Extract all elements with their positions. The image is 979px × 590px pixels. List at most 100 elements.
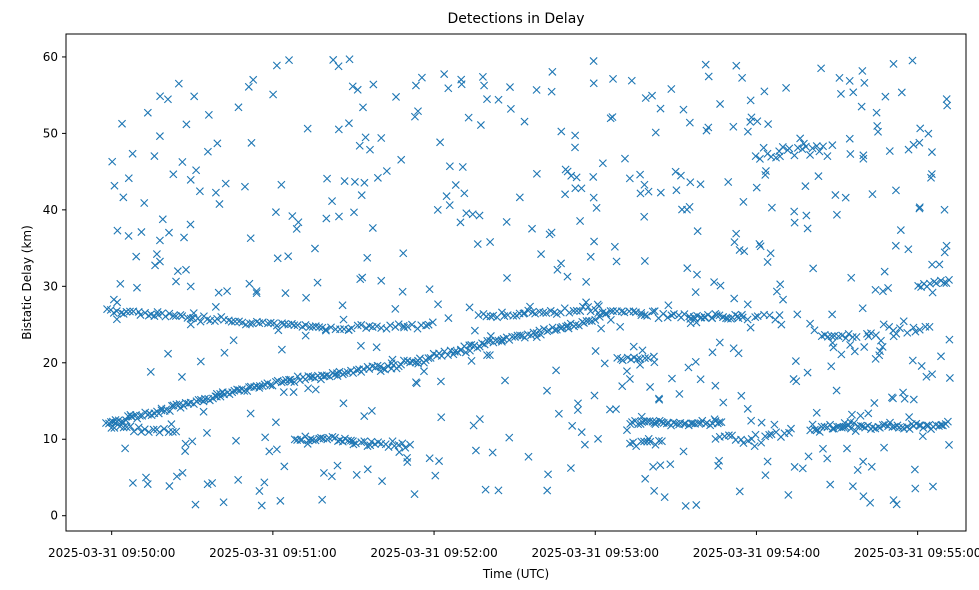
detection-point	[785, 428, 794, 437]
detection-point	[377, 276, 386, 285]
detection-point	[735, 487, 744, 496]
detection-point	[544, 470, 553, 479]
detection-point	[757, 418, 766, 427]
detection-point	[150, 152, 159, 161]
detection-point	[334, 212, 343, 221]
detection-point	[739, 439, 748, 448]
detection-point	[483, 95, 491, 104]
detection-point	[552, 366, 561, 375]
detection-point	[840, 418, 849, 427]
detection-point	[737, 435, 746, 444]
detection-point	[153, 307, 162, 316]
detection-point	[911, 327, 920, 336]
detection-point	[119, 423, 128, 432]
detection-point	[468, 210, 477, 219]
detection-point	[289, 388, 298, 397]
detection-point	[746, 323, 755, 332]
detection-point	[136, 310, 145, 319]
detection-point	[928, 482, 937, 491]
detection-point	[685, 118, 694, 127]
detection-point	[182, 265, 190, 274]
detection-point	[456, 218, 465, 227]
detection-point	[475, 415, 484, 424]
detection-point	[858, 304, 867, 313]
detection-point	[360, 437, 369, 446]
detection-point	[832, 210, 841, 219]
detection-point	[569, 306, 578, 315]
detection-point	[828, 424, 837, 433]
detection-point	[932, 279, 941, 288]
detection-point	[249, 75, 258, 84]
detection-point	[868, 190, 877, 199]
detection-point	[873, 121, 882, 130]
detection-point	[866, 498, 875, 507]
detection-point	[847, 273, 856, 282]
detection-point	[357, 191, 366, 200]
detection-point	[352, 366, 361, 375]
detection-point	[845, 134, 854, 143]
detection-point	[475, 342, 484, 351]
detection-point	[915, 325, 924, 334]
detection-point	[846, 150, 855, 158]
detection-point	[240, 386, 249, 395]
detection-point	[182, 120, 191, 129]
detection-point	[445, 201, 454, 210]
detection-point	[124, 231, 133, 240]
detection-point	[880, 267, 889, 276]
detection-point	[803, 368, 812, 377]
detection-point	[905, 425, 914, 434]
detection-point	[308, 435, 317, 444]
detection-point	[815, 147, 824, 156]
detection-point	[916, 124, 925, 133]
detection-point	[547, 228, 556, 237]
detection-point	[318, 495, 327, 504]
detection-point	[181, 439, 190, 448]
detection-point	[829, 343, 838, 352]
detection-point	[108, 157, 117, 166]
detection-point	[165, 482, 174, 491]
detection-point	[940, 278, 949, 287]
detection-point	[637, 437, 646, 446]
detection-point	[730, 238, 739, 247]
detection-point	[408, 320, 416, 329]
detection-point	[543, 386, 551, 395]
detection-point	[349, 440, 358, 449]
detection-point	[339, 315, 348, 324]
detection-point	[917, 361, 926, 370]
detection-point	[469, 421, 478, 430]
detection-point	[157, 404, 166, 413]
detection-point	[586, 307, 595, 316]
detection-point	[622, 426, 631, 435]
detection-point	[211, 302, 220, 311]
detection-point	[648, 91, 657, 100]
detection-point	[199, 407, 208, 416]
detection-point	[431, 471, 440, 480]
detection-point	[165, 407, 174, 416]
detection-point	[301, 321, 310, 330]
detection-point	[252, 287, 261, 296]
detection-point	[554, 409, 563, 418]
detection-point	[651, 420, 660, 429]
detection-point	[143, 480, 152, 489]
detection-point	[273, 254, 282, 263]
detection-point	[719, 398, 728, 407]
detection-point	[173, 267, 182, 276]
detection-point	[277, 345, 286, 354]
detection-point	[486, 332, 495, 341]
detection-point	[765, 311, 774, 320]
detection-point	[480, 81, 489, 90]
detection-point	[485, 351, 494, 360]
detection-point	[140, 425, 149, 434]
detection-point	[584, 302, 593, 311]
detection-point	[909, 323, 918, 332]
detection-point	[700, 312, 709, 321]
detection-point	[881, 92, 890, 101]
detection-point	[334, 125, 343, 134]
detection-point	[557, 127, 566, 136]
detection-point	[366, 441, 375, 450]
detection-point	[285, 56, 294, 65]
detection-point	[644, 434, 653, 443]
detection-point	[196, 317, 205, 326]
detection-point	[424, 320, 433, 329]
